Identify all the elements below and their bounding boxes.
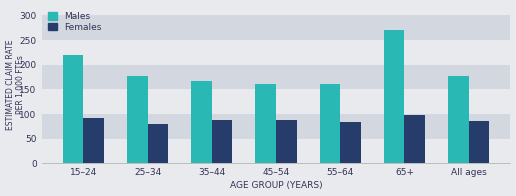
Bar [212,121,232,163]
Bar [41,15,510,40]
Bar [41,5,510,15]
Bar [384,30,405,163]
Bar [41,40,510,65]
Bar [340,122,361,163]
Bar [148,124,168,163]
Bar [63,55,84,163]
Bar [41,114,510,139]
Bar [41,65,510,89]
Bar [405,115,425,163]
Bar [276,120,297,163]
Bar [448,76,469,163]
Bar [191,81,212,163]
Y-axis label: ESTIMATED CLAIM RATE
PER 1,000 FTEs: ESTIMATED CLAIM RATE PER 1,000 FTEs [6,39,25,130]
Legend: Males, Females: Males, Females [46,10,103,34]
Bar [469,121,489,163]
Bar [84,118,104,163]
Bar [255,84,276,163]
Bar [41,89,510,114]
Bar [127,76,148,163]
Bar [41,139,510,163]
Bar [319,84,340,163]
X-axis label: AGE GROUP (YEARS): AGE GROUP (YEARS) [230,181,322,191]
